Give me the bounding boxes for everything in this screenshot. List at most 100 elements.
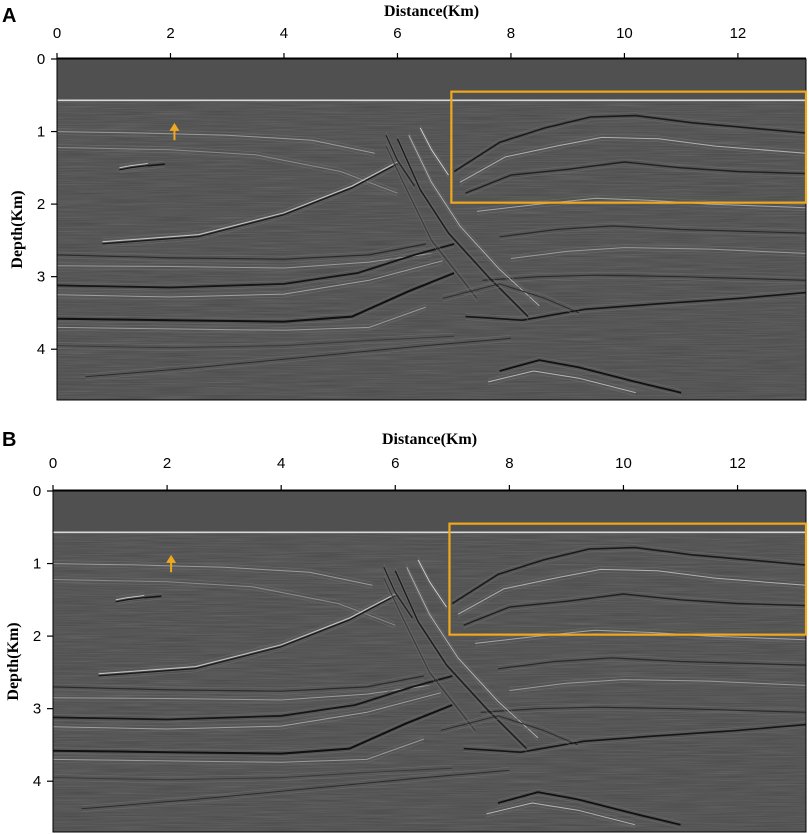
reflector-echo xyxy=(454,118,806,175)
reflector xyxy=(417,559,448,608)
reflector-echo xyxy=(102,160,398,242)
reflector-echo xyxy=(383,564,413,616)
reflector xyxy=(98,595,396,677)
water-column xyxy=(57,59,806,101)
reflector xyxy=(102,161,398,243)
reflector-echo xyxy=(57,246,455,291)
reflector-echo xyxy=(440,712,578,743)
reflector-echo xyxy=(53,770,453,784)
x-tick-label: 0 xyxy=(49,455,57,472)
reflector-echo xyxy=(115,592,145,598)
reflector xyxy=(442,283,580,314)
reflector-echo xyxy=(57,134,375,157)
reflector-group xyxy=(53,544,806,828)
reflector-echo xyxy=(417,556,447,605)
reflector-echo xyxy=(57,309,426,334)
reflector-echo xyxy=(488,373,636,396)
reflector xyxy=(53,767,453,781)
reflector xyxy=(57,260,443,298)
reflector-echo xyxy=(383,580,476,734)
reflector-echo xyxy=(463,727,806,756)
reflector-echo xyxy=(488,367,636,390)
reflector-echo xyxy=(463,590,806,623)
reflector xyxy=(419,127,449,176)
reflector-echo xyxy=(440,718,578,749)
reflector-echo xyxy=(385,148,478,302)
reflector-echo xyxy=(53,672,424,689)
reflector-echo xyxy=(115,598,145,604)
reflector-echo xyxy=(509,682,806,694)
x-axis-title: Distance(Km) xyxy=(384,3,479,20)
reflector-echo xyxy=(497,660,806,673)
arrow-up-icon xyxy=(166,554,177,573)
reflector-echo xyxy=(53,576,396,623)
x-tick-label: 8 xyxy=(507,25,515,42)
reflector-echo xyxy=(57,144,398,191)
reflector-echo xyxy=(115,598,162,606)
reflector-echo xyxy=(463,721,806,750)
reflector-echo xyxy=(383,570,413,622)
reflector xyxy=(408,134,540,307)
reflector-echo xyxy=(395,573,527,752)
reflector-echo xyxy=(119,160,148,166)
reflector xyxy=(385,145,478,299)
y-tick-label: 2 xyxy=(37,196,45,213)
reflector-echo xyxy=(98,590,396,672)
reflector-echo xyxy=(57,128,375,151)
reflector xyxy=(406,566,539,739)
reflector-echo xyxy=(499,362,682,396)
reflector-echo xyxy=(419,124,449,173)
reflector-echo xyxy=(454,112,806,169)
reflector-echo xyxy=(442,280,580,311)
reflector-echo xyxy=(57,240,455,285)
reflector xyxy=(383,577,476,731)
reflector xyxy=(440,715,578,746)
reflector-echo xyxy=(408,138,540,309)
plot-frame xyxy=(52,490,807,833)
reflector xyxy=(53,738,424,763)
reflector-echo xyxy=(53,707,453,757)
reflector-echo xyxy=(57,257,443,295)
reflector-echo xyxy=(480,703,806,710)
reflector xyxy=(57,243,426,260)
water-column xyxy=(53,491,806,533)
reflector xyxy=(509,679,806,691)
reflector xyxy=(497,657,806,670)
reflector-echo xyxy=(510,250,806,262)
reflector-echo xyxy=(53,672,453,717)
reflector xyxy=(115,595,145,601)
reflector xyxy=(453,114,806,173)
reflector xyxy=(396,138,529,318)
reflector-echo xyxy=(408,132,540,303)
reflector xyxy=(480,706,806,713)
reflector-echo xyxy=(465,295,806,324)
y-axis-title: Depth(Km) xyxy=(5,622,22,700)
reflector-echo xyxy=(406,570,539,741)
reflector-echo xyxy=(509,676,806,688)
reflector xyxy=(486,802,636,826)
x-tick-label: 10 xyxy=(616,25,633,42)
reflector-echo xyxy=(98,592,396,674)
reflector-echo xyxy=(457,572,806,618)
x-tick-label: 10 xyxy=(615,455,632,472)
reflector-echo xyxy=(480,709,806,716)
reflector xyxy=(119,163,148,169)
reflector-echo xyxy=(465,289,806,318)
reflector-echo xyxy=(385,132,415,184)
reflector xyxy=(459,136,806,183)
reflector-echo xyxy=(81,773,510,813)
reflector-echo xyxy=(497,654,806,667)
reflector xyxy=(98,593,396,675)
reflector xyxy=(383,566,413,619)
reflector-echo xyxy=(385,142,478,296)
reflector-echo xyxy=(57,338,455,352)
reflector xyxy=(451,546,806,605)
reflector-echo xyxy=(53,678,424,695)
reflector xyxy=(385,134,415,187)
reflector-echo xyxy=(417,562,447,611)
reflector-echo xyxy=(53,682,430,698)
reflector-echo xyxy=(102,164,398,246)
reflector-echo xyxy=(119,160,165,168)
reflector xyxy=(57,131,375,154)
